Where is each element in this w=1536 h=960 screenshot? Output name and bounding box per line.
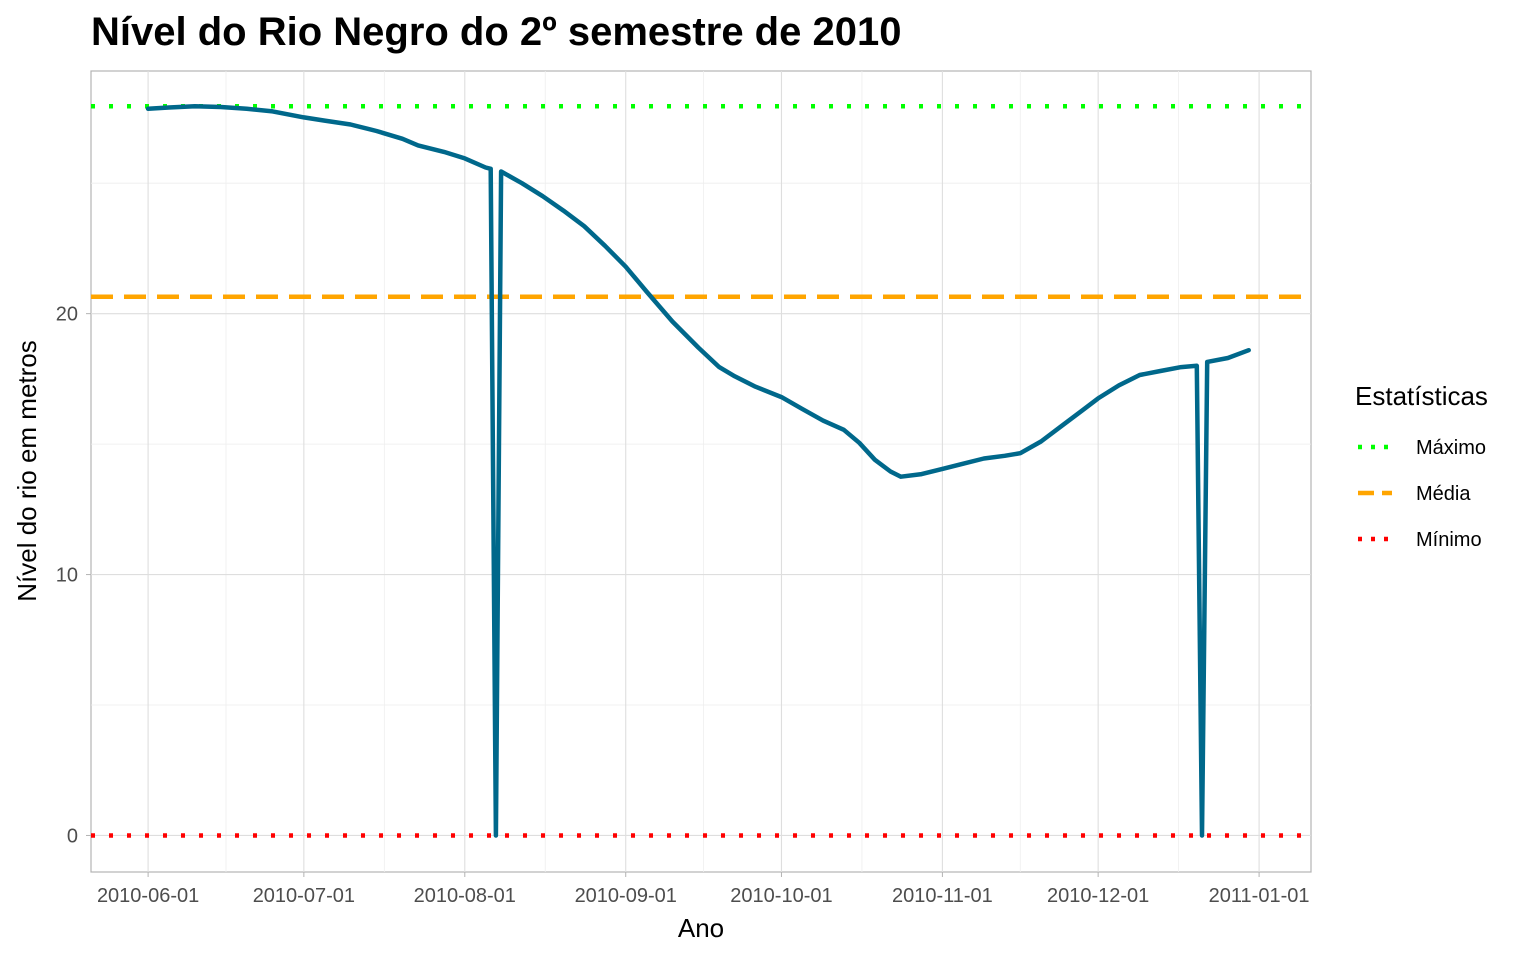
- minor-grid: [91, 71, 1311, 872]
- x-axis-title: Ano: [678, 913, 724, 943]
- y-tick-label: 0: [67, 825, 78, 847]
- x-tick-label: 2010-12-01: [1047, 885, 1149, 907]
- y-tick-label: 10: [56, 565, 78, 587]
- x-tick-label: 2010-09-01: [575, 885, 677, 907]
- series-line: [145, 103, 1251, 838]
- x-tick-label: 2010-06-01: [97, 885, 199, 907]
- x-tick-label: 2010-11-01: [892, 885, 993, 907]
- legend-label: Mínimo: [1416, 529, 1482, 551]
- y-tick-label: 20: [56, 304, 78, 326]
- x-tick-label: 2011-01-01: [1209, 885, 1310, 907]
- plot-panel-border: [90, 70, 1312, 873]
- series-layer: [145, 103, 1251, 838]
- x-tick-label: 2010-10-01: [730, 885, 832, 907]
- legend-title: Estatísticas: [1355, 381, 1488, 411]
- chart-title: Nível do Rio Negro do 2º semestre de 201…: [91, 10, 901, 54]
- x-tick-label: 2010-08-01: [414, 885, 516, 907]
- legend: Estatísticas Máximo Média Mínimo: [1355, 381, 1488, 551]
- reference-lines: [91, 103, 1311, 838]
- x-axis-ticks: 2010-06-01 2010-07-01 2010-08-01 2010-09-01…: [97, 872, 1310, 907]
- x-tick-label: 2010-07-01: [253, 885, 355, 907]
- y-axis-ticks: 0 10 20: [56, 304, 91, 847]
- legend-entries: Máximo Média Mínimo: [1358, 437, 1486, 551]
- legend-label: Média: [1416, 483, 1471, 505]
- legend-label: Máximo: [1416, 437, 1486, 459]
- major-grid: [91, 71, 1311, 872]
- y-axis-title: Nível do rio em metros: [12, 340, 42, 602]
